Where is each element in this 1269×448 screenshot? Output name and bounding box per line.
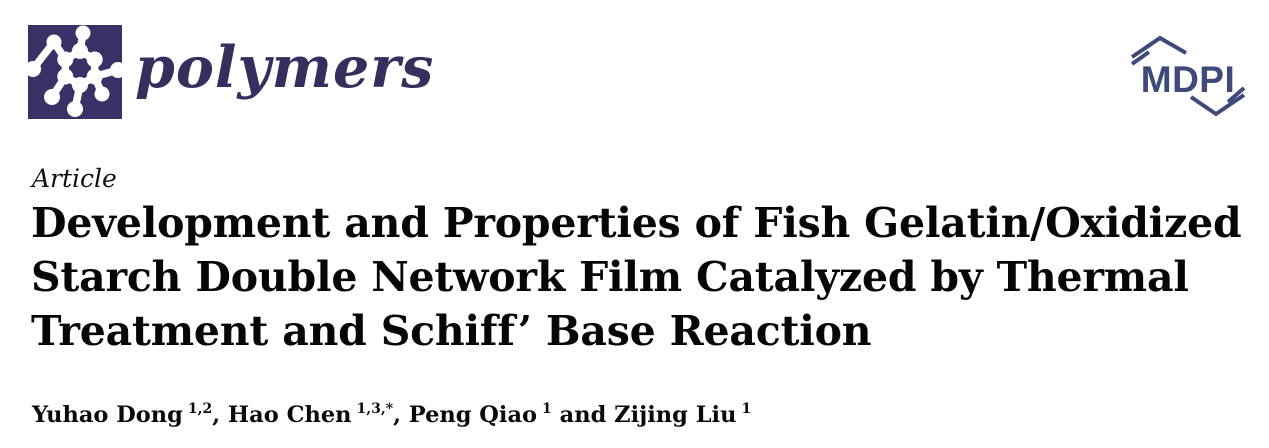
author-affiliation-superscript: 1 [741, 401, 752, 417]
author: Yuhao Dong 1,2, [32, 401, 228, 428]
author-name: Zijing Liu [614, 402, 737, 428]
mdpi-hexagon-icon [1130, 35, 1246, 117]
title-line-2: Starch Double Network Film Catalyzed by … [31, 253, 1189, 301]
author-separator: and [551, 402, 615, 428]
journal-name: polymers [135, 34, 435, 101]
author: Hao Chen 1,3,*, [227, 401, 409, 428]
article-type-label: Article [32, 164, 117, 193]
author-separator: , [393, 402, 409, 428]
author: Zijing Liu 1 [614, 401, 752, 428]
author-line: Yuhao Dong 1,2, Hao Chen 1,3,*, Peng Qiao 1… [32, 401, 752, 428]
author-separator: , [212, 402, 228, 428]
author-name: Peng Qiao [408, 402, 538, 428]
mdpi-publisher-logo: MDPI [1128, 34, 1248, 118]
polymers-journal-logo: polymers [28, 25, 434, 119]
mdpi-wordmark: MDPI [1140, 59, 1236, 100]
author-affiliation-superscript: 1,2 [187, 401, 213, 417]
author-affiliation-superscript: 1 [542, 401, 552, 417]
title-line-1: Development and Properties of Fish Gelat… [31, 199, 1242, 247]
author-name: Yuhao Dong [32, 402, 183, 428]
article-title: Development and Properties of Fish Gelat… [31, 196, 1256, 358]
author-name: Hao Chen [227, 402, 352, 428]
polymers-molecule-icon [28, 25, 122, 119]
author: Peng Qiao 1 and [408, 401, 615, 428]
title-line-3: Treatment and Schiff’ Base Reaction [31, 307, 872, 355]
author-affiliation-superscript: 1,3,* [356, 401, 394, 417]
